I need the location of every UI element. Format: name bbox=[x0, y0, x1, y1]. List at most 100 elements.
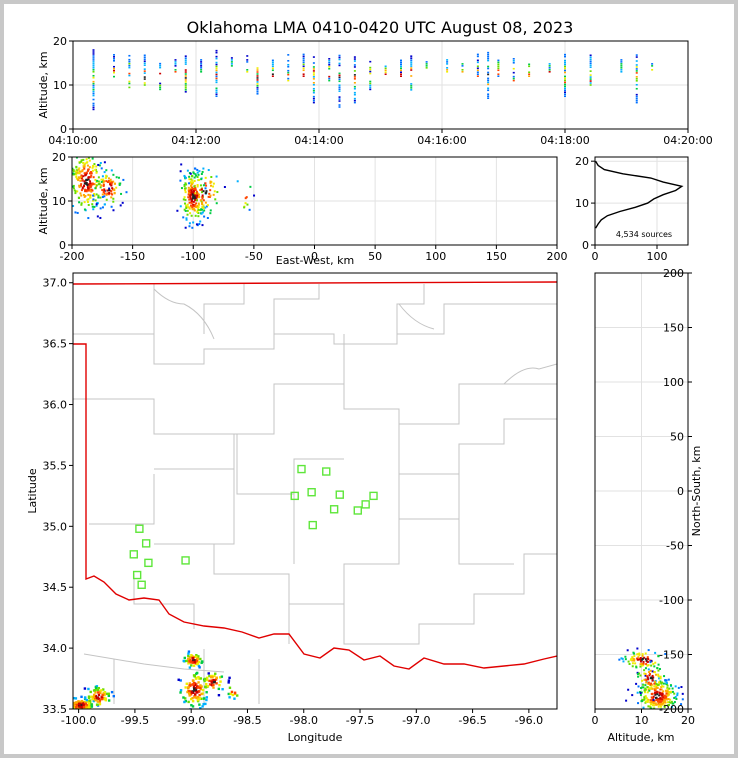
source-mark bbox=[657, 699, 660, 702]
source-mark bbox=[100, 167, 103, 170]
source-mark bbox=[635, 54, 638, 56]
source-mark bbox=[665, 695, 668, 698]
source-mark bbox=[118, 183, 121, 186]
source-mark bbox=[92, 208, 95, 211]
source-mark bbox=[215, 57, 218, 60]
source-mark bbox=[107, 699, 111, 702]
source-mark bbox=[95, 181, 98, 184]
source-mark bbox=[80, 159, 83, 162]
source-mark bbox=[230, 61, 233, 63]
ns-altitude-ylabel: North-South, km bbox=[690, 446, 703, 537]
source-mark bbox=[200, 212, 203, 215]
source-mark bbox=[96, 700, 100, 703]
source-mark bbox=[186, 169, 189, 172]
lma-station-marker bbox=[361, 500, 370, 509]
source-mark bbox=[176, 209, 179, 212]
x-tick-label: 04:16:00 bbox=[417, 134, 466, 147]
source-mark bbox=[196, 171, 199, 174]
source-mark bbox=[212, 686, 215, 689]
source-mark bbox=[667, 704, 670, 707]
source-mark bbox=[650, 682, 653, 685]
source-mark bbox=[353, 78, 356, 80]
source-mark bbox=[187, 196, 190, 199]
y-tick-label: 50 bbox=[670, 431, 684, 444]
source-mark bbox=[204, 206, 207, 209]
ew-altitude-sources bbox=[59, 157, 256, 229]
source-mark bbox=[199, 686, 202, 690]
source-mark bbox=[195, 654, 198, 657]
source-mark bbox=[312, 78, 315, 80]
source-mark bbox=[105, 169, 108, 172]
source-mark bbox=[660, 703, 663, 706]
source-mark bbox=[94, 691, 97, 694]
y-tick-label: -100 bbox=[659, 594, 684, 607]
source-mark bbox=[589, 82, 592, 84]
lma-station-marker bbox=[137, 580, 146, 589]
x-tick-label: 04:20:00 bbox=[663, 134, 712, 147]
source-mark bbox=[215, 676, 218, 680]
source-mark bbox=[645, 679, 648, 682]
source-mark bbox=[649, 669, 652, 672]
source-mark bbox=[184, 59, 187, 61]
source-mark bbox=[666, 701, 669, 704]
source-mark bbox=[143, 72, 146, 74]
source-mark bbox=[200, 71, 203, 73]
source-mark bbox=[353, 76, 356, 78]
source-mark bbox=[446, 67, 449, 69]
source-mark bbox=[425, 65, 428, 67]
source-mark bbox=[662, 690, 665, 693]
source-mark bbox=[93, 693, 96, 697]
source-mark bbox=[635, 83, 638, 86]
source-mark bbox=[446, 59, 449, 61]
source-mark bbox=[353, 87, 356, 90]
source-mark bbox=[681, 692, 684, 695]
source-mark bbox=[643, 696, 646, 699]
source-mark bbox=[190, 199, 193, 202]
source-mark bbox=[528, 71, 531, 74]
source-mark bbox=[143, 68, 146, 70]
source-mark bbox=[103, 192, 106, 195]
source-mark bbox=[271, 75, 274, 77]
source-mark bbox=[302, 59, 305, 62]
source-mark bbox=[213, 190, 216, 193]
source-mark bbox=[190, 653, 193, 657]
source-mark bbox=[80, 202, 83, 205]
source-mark bbox=[338, 100, 341, 102]
source-mark bbox=[645, 711, 647, 713]
source-mark bbox=[221, 688, 224, 691]
source-mark bbox=[84, 162, 87, 165]
source-mark bbox=[59, 167, 61, 169]
county-boundary bbox=[153, 288, 557, 385]
source-mark bbox=[88, 699, 92, 702]
source-mark bbox=[497, 59, 500, 62]
source-mark bbox=[384, 69, 387, 72]
source-mark bbox=[72, 173, 75, 176]
source-mark bbox=[75, 157, 78, 159]
source-mark bbox=[102, 181, 105, 184]
source-mark bbox=[182, 696, 185, 699]
source-mark bbox=[287, 77, 290, 80]
source-mark bbox=[112, 209, 115, 212]
x-tick-label: -97.0 bbox=[402, 714, 430, 727]
source-mark bbox=[100, 695, 103, 699]
source-mark bbox=[101, 189, 104, 192]
source-mark bbox=[80, 160, 83, 163]
source-mark bbox=[78, 186, 81, 189]
source-mark bbox=[99, 691, 102, 695]
source-mark bbox=[92, 76, 95, 79]
source-mark bbox=[564, 71, 566, 74]
source-mark bbox=[647, 649, 650, 652]
source-mark bbox=[73, 707, 76, 709]
source-mark bbox=[143, 82, 146, 84]
source-mark bbox=[213, 674, 216, 678]
source-mark bbox=[212, 683, 215, 686]
source-mark bbox=[659, 680, 662, 683]
source-mark bbox=[353, 60, 356, 62]
source-mark bbox=[110, 192, 113, 195]
source-mark bbox=[198, 196, 201, 199]
source-mark bbox=[87, 187, 90, 190]
source-mark bbox=[487, 65, 490, 68]
source-mark bbox=[205, 698, 208, 702]
source-mark bbox=[73, 709, 75, 711]
source-mark bbox=[659, 675, 662, 678]
